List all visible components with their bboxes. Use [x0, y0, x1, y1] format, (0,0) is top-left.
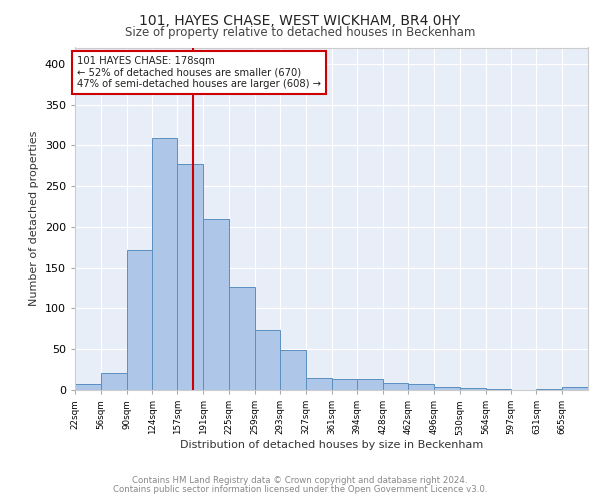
- Bar: [177, 164, 203, 390]
- Text: Contains public sector information licensed under the Open Government Licence v3: Contains public sector information licen…: [113, 485, 487, 494]
- Bar: [101, 373, 127, 390]
- Bar: [254, 330, 280, 390]
- Bar: [460, 388, 486, 390]
- Bar: [203, 219, 229, 390]
- Bar: [562, 386, 588, 390]
- Bar: [75, 384, 101, 390]
- Bar: [434, 386, 460, 390]
- Bar: [357, 380, 383, 390]
- Bar: [536, 389, 562, 390]
- Bar: [383, 384, 409, 390]
- Text: Size of property relative to detached houses in Beckenham: Size of property relative to detached ho…: [125, 26, 475, 39]
- X-axis label: Distribution of detached houses by size in Beckenham: Distribution of detached houses by size …: [180, 440, 483, 450]
- Text: 101 HAYES CHASE: 178sqm
← 52% of detached houses are smaller (670)
47% of semi-d: 101 HAYES CHASE: 178sqm ← 52% of detache…: [77, 56, 320, 89]
- Text: Contains HM Land Registry data © Crown copyright and database right 2024.: Contains HM Land Registry data © Crown c…: [132, 476, 468, 485]
- Bar: [152, 138, 177, 390]
- Bar: [306, 378, 332, 390]
- Bar: [280, 350, 306, 390]
- Y-axis label: Number of detached properties: Number of detached properties: [29, 131, 39, 306]
- Bar: [409, 384, 434, 390]
- Bar: [127, 250, 152, 390]
- Bar: [229, 287, 254, 390]
- Bar: [486, 389, 511, 390]
- Text: 101, HAYES CHASE, WEST WICKHAM, BR4 0HY: 101, HAYES CHASE, WEST WICKHAM, BR4 0HY: [139, 14, 461, 28]
- Bar: [332, 380, 357, 390]
